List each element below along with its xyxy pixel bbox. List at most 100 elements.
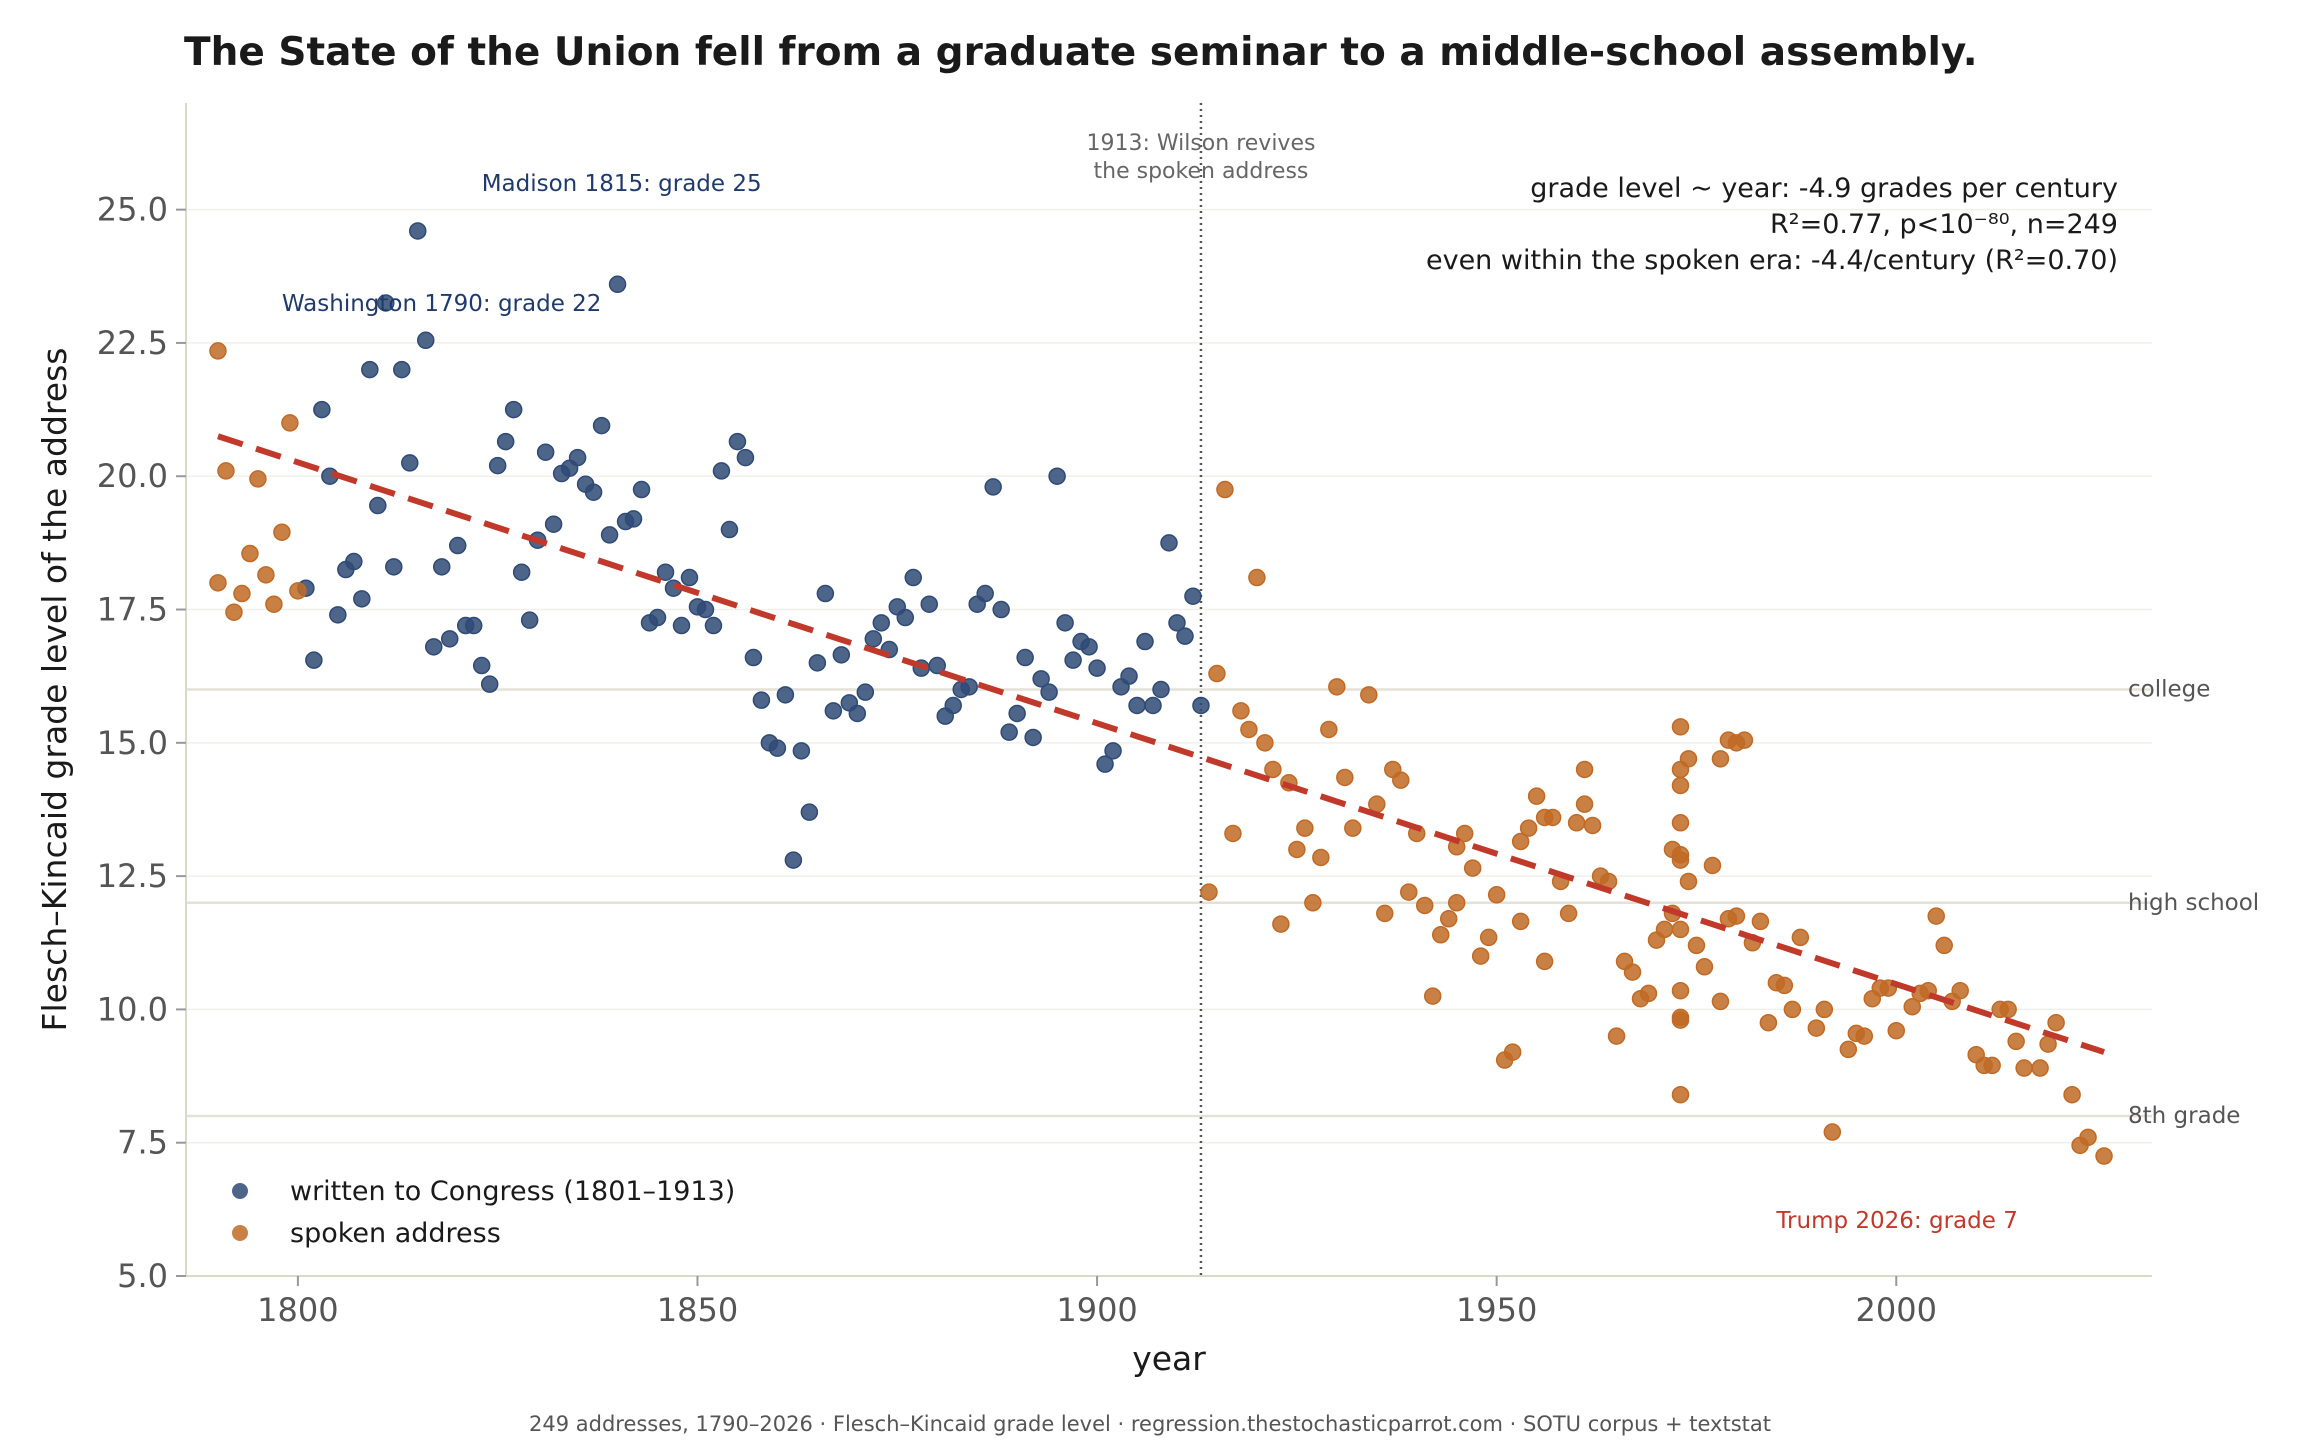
spoken-point-8 — [265, 595, 283, 613]
spoken-point-86 — [1679, 750, 1698, 768]
spoken-point-119 — [1935, 936, 1953, 955]
spoken-point-121 — [1951, 981, 1969, 1000]
spoken-point-16 — [1232, 702, 1250, 720]
spoken-point-38 — [1415, 896, 1434, 915]
written-point-83 — [960, 678, 978, 696]
spoken-point-2 — [217, 462, 235, 480]
annotation-0: Madison 1815: grade 25 — [482, 171, 762, 197]
written-point-1 — [305, 651, 323, 669]
spoken-point-46 — [1471, 947, 1490, 965]
written-point-55 — [736, 448, 755, 467]
spoken-point-70 — [1639, 984, 1658, 1003]
written-point-100 — [1096, 755, 1114, 773]
spoken-point-27 — [1320, 720, 1338, 739]
written-point-27 — [512, 563, 531, 581]
annotation-2: Trump 2026: grade 7 — [1775, 1208, 2017, 1234]
reference-label-2: 8th grade — [2128, 1103, 2240, 1129]
x-tick-label-0: 1800 — [257, 1291, 338, 1329]
written-point-48 — [680, 568, 699, 587]
spoken-point-48 — [1487, 886, 1506, 904]
written-point-26 — [504, 400, 523, 419]
written-point-87 — [992, 600, 1010, 619]
written-point-22 — [472, 656, 491, 675]
written-point-13 — [401, 454, 419, 472]
footer-caption: 249 addresses, 1790–2026 · Flesch–Kincai… — [528, 1412, 1771, 1436]
written-point-2 — [313, 400, 331, 419]
written-point-81 — [944, 696, 962, 715]
spoken-point-53 — [1519, 819, 1538, 837]
written-point-51 — [704, 616, 723, 635]
spoken-point-100 — [1759, 1013, 1778, 1032]
written-point-38 — [600, 526, 619, 544]
written-point-36 — [584, 483, 603, 501]
spoken-point-40 — [1431, 926, 1450, 944]
regression-stats: grade level ~ year: -4.9 grades per cent… — [1426, 173, 2118, 276]
written-point-19 — [448, 536, 467, 555]
written-point-16 — [424, 638, 443, 656]
spoken-point-6 — [249, 470, 267, 488]
wilson-1913-marker: 1913: Wilson revives the spoken address — [1086, 103, 1315, 1276]
written-point-14 — [409, 222, 427, 240]
x-ticks: 1800 1850 1900 1950 2000 — [257, 1276, 1937, 1329]
y-tick-label-1: 7.5 — [117, 1124, 168, 1162]
spoken-point-28 — [1328, 678, 1346, 696]
spoken-point-60 — [1567, 814, 1586, 832]
spoken-point-90 — [1703, 856, 1722, 875]
written-point-69 — [848, 704, 867, 723]
written-point-24 — [488, 456, 507, 475]
written-point-30 — [536, 443, 555, 461]
written-point-44 — [648, 608, 667, 627]
spoken-point-102 — [1775, 976, 1794, 995]
spoken-point-23 — [1288, 840, 1306, 859]
spoken-point-106 — [1815, 1000, 1834, 1019]
spoken-point-128 — [2015, 1059, 2033, 1077]
spoken-point-87 — [1679, 872, 1698, 891]
spoken-point-72 — [1655, 920, 1674, 939]
written-point-17 — [432, 558, 451, 576]
spoken-point-21 — [1272, 915, 1290, 933]
legend-swatch-written — [232, 1183, 248, 1199]
spoken-point-0 — [209, 342, 227, 360]
spoken-point-59 — [1559, 904, 1578, 923]
written-point-72 — [872, 614, 891, 632]
written-point-67 — [832, 646, 851, 664]
written-point-8 — [361, 360, 379, 379]
reference-label-1: high school — [2128, 890, 2259, 916]
written-point-111 — [1184, 587, 1202, 605]
spoken-point-61 — [1575, 795, 1594, 813]
spoken-point-1 — [209, 574, 227, 592]
written-point-23 — [480, 675, 499, 693]
spoken-point-115 — [1903, 997, 1921, 1016]
reference-lines: college high school 8th grade — [186, 677, 2259, 1129]
written-point-39 — [608, 275, 627, 294]
spoken-point-20 — [1264, 760, 1282, 779]
written-point-21 — [464, 616, 483, 635]
spoken-point-50 — [1503, 1043, 1522, 1061]
spoken-point-45 — [1463, 859, 1482, 877]
written-point-104 — [1128, 696, 1146, 715]
written-point-50 — [696, 600, 715, 619]
y-tick-label-8: 25.0 — [97, 191, 168, 229]
spoken-point-80 — [1671, 851, 1690, 869]
annotation-1: Washington 1790: grade 22 — [282, 291, 602, 317]
written-point-64 — [808, 654, 827, 672]
stats-line-2: R²=0.77, p<10⁻⁸⁰, n=249 — [1770, 209, 2118, 240]
legend: written to Congress (1801–1913) spoken a… — [232, 1176, 735, 1249]
spoken-point-7 — [257, 566, 275, 584]
written-point-7 — [353, 590, 371, 608]
written-point-34 — [568, 448, 587, 467]
written-point-62 — [792, 742, 811, 760]
x-tick-label-2: 1900 — [1056, 1291, 1137, 1329]
spoken-point-3 — [225, 603, 243, 621]
written-point-108 — [1160, 534, 1178, 552]
written-point-101 — [1104, 742, 1122, 760]
spoken-point-30 — [1344, 819, 1362, 837]
spoken-point-96 — [1727, 907, 1746, 925]
written-point-52 — [712, 462, 731, 480]
y-tick-label-3: 12.5 — [97, 857, 168, 895]
spoken-point-126 — [1999, 1000, 2017, 1019]
spoken-point-13 — [1208, 664, 1226, 683]
spoken-point-12 — [1200, 883, 1218, 901]
written-point-103 — [1120, 667, 1138, 685]
written-point-18 — [440, 630, 459, 648]
